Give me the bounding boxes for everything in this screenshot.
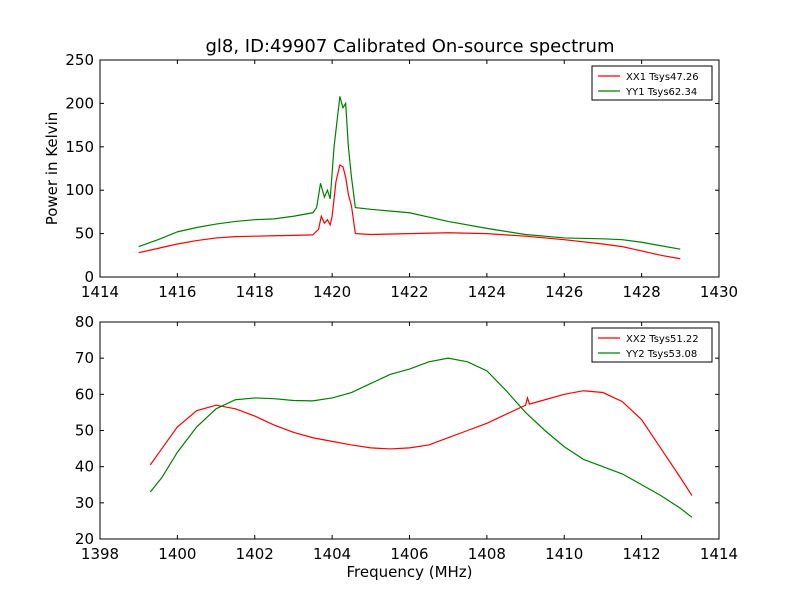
x-tick-label: 1424 bbox=[468, 283, 506, 301]
y-tick-label: 50 bbox=[75, 422, 94, 440]
y-tick-label: 100 bbox=[65, 181, 94, 199]
x-tick-label: 1428 bbox=[623, 283, 661, 301]
series-line-xx2 bbox=[149, 390, 693, 496]
legend-box bbox=[591, 65, 713, 101]
bottom-spectrum-plot: 1398 1400 1402 1404 1406 1408 1410 1412 1414 20 30… bbox=[75, 313, 738, 581]
x-axis-label: Frequency (MHz) bbox=[346, 563, 472, 581]
y-tick-label: 40 bbox=[75, 458, 94, 476]
y-axis-label: Power in Kelvin bbox=[43, 112, 61, 226]
x-tick-label: 1412 bbox=[623, 545, 661, 563]
x-tick-label: 1430 bbox=[700, 283, 738, 301]
y-tick-label: 200 bbox=[65, 94, 94, 112]
series-line-xx1 bbox=[138, 164, 681, 260]
legend: XX2 Tsys51.22 YY2 Tsys53.08 bbox=[591, 327, 713, 363]
x-tick-label: 1414 bbox=[700, 545, 738, 563]
x-tick-label: 1400 bbox=[158, 545, 196, 563]
y-tick-label: 20 bbox=[75, 530, 94, 548]
legend-entry: XX1 Tsys47.26 bbox=[626, 72, 699, 83]
y-tick-label: 0 bbox=[84, 268, 94, 286]
x-tick-label: 1406 bbox=[390, 545, 428, 563]
x-tick-label: 1416 bbox=[158, 283, 196, 301]
x-tick-label: 1426 bbox=[545, 283, 583, 301]
x-tick-label: 1420 bbox=[313, 283, 351, 301]
legend-entry: XX2 Tsys51.22 bbox=[626, 334, 699, 345]
x-tick-label: 1404 bbox=[313, 545, 351, 563]
y-tick-label: 150 bbox=[65, 138, 94, 156]
x-tick-label: 1422 bbox=[390, 283, 428, 301]
legend-box bbox=[591, 327, 713, 363]
y-tick-label: 50 bbox=[75, 225, 94, 243]
series-line-yy2 bbox=[149, 357, 693, 518]
y-tick-label: 60 bbox=[75, 385, 94, 403]
x-tick-label: 1402 bbox=[236, 545, 274, 563]
x-tick-label: 1414 bbox=[81, 283, 119, 301]
series-line-yy1 bbox=[138, 96, 681, 250]
legend-entry: YY2 Tsys53.08 bbox=[625, 349, 697, 360]
y-tick-label: 250 bbox=[65, 51, 94, 69]
x-tick-label: 1418 bbox=[236, 283, 274, 301]
legend-entry: YY1 Tsys62.34 bbox=[625, 87, 697, 98]
x-tick-label: 1398 bbox=[81, 545, 119, 563]
y-tick-label: 70 bbox=[75, 349, 94, 367]
chart-title: gl8, ID:49907 Calibrated On-source spect… bbox=[205, 36, 614, 57]
legend: XX1 Tsys47.26 YY1 Tsys62.34 bbox=[591, 65, 713, 101]
y-tick-label: 80 bbox=[75, 313, 94, 331]
y-tick-label: 30 bbox=[75, 494, 94, 512]
x-tick-label: 1410 bbox=[545, 545, 583, 563]
x-tick-label: 1408 bbox=[468, 545, 506, 563]
top-spectrum-plot: 1414 1416 1418 1420 1422 1424 1426 1428 1430 0 50 1… bbox=[43, 51, 738, 301]
